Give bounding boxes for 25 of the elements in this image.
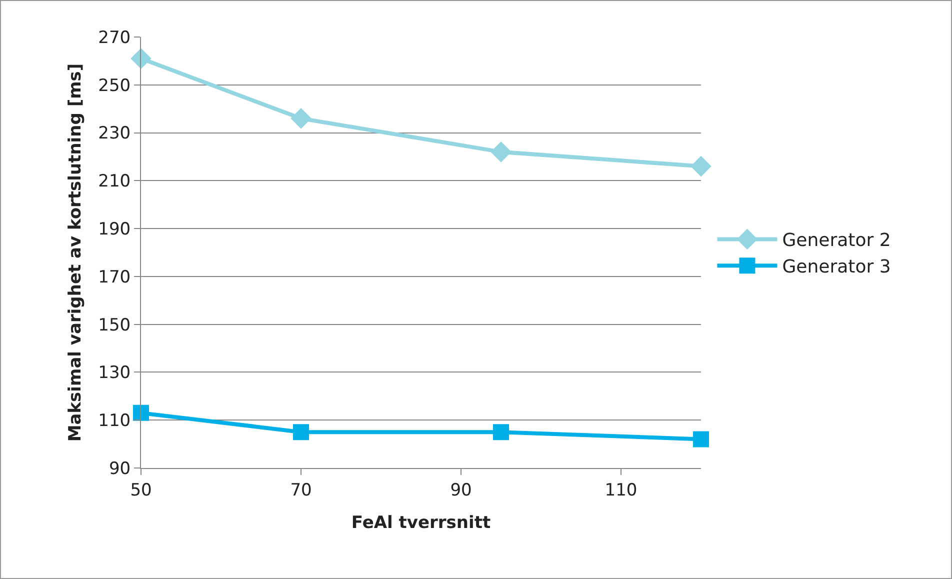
y-tick-label: 90 [108,458,131,479]
y-tick-label: 210 [98,172,131,192]
y-tick-label: 230 [98,124,131,144]
x-tick-label: 50 [130,480,152,500]
y-axis-title: Maksimal varighet av kortslutning [ms] [66,63,86,442]
legend-label: Generator 3 [782,256,891,278]
x-tick-label: 70 [290,480,312,500]
y-tick-label: 250 [98,76,131,96]
x-tick-label: 90 [450,480,472,500]
legend-label: Generator 2 [782,230,891,252]
x-tick-label: 110 [604,480,638,500]
point [490,142,512,162]
y-tick-label: 130 [98,363,131,384]
y-tick-label: 110 [98,411,131,432]
point [290,108,312,129]
point [693,431,709,448]
y-tick-label: 170 [98,267,131,288]
point [293,424,309,440]
y-tick-label: 190 [98,220,131,240]
y-tick-label: 150 [98,315,131,336]
point [493,424,509,440]
point [133,404,149,421]
y-tick-label: 270 [98,28,131,48]
point [690,156,712,177]
x-axis-title: FeAl tverrsnitt [351,512,491,533]
